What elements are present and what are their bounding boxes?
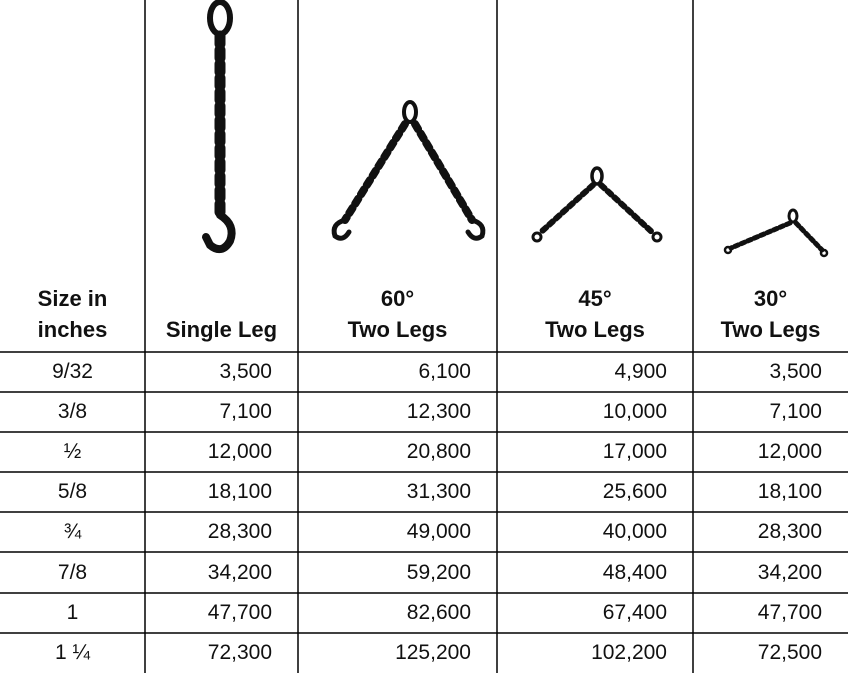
capacity-cell: 48,400 — [602, 560, 667, 584]
capacity-cell: 17,000 — [602, 440, 667, 464]
capacity-cell: 18,100 — [207, 480, 272, 504]
capacity-cell: 72,300 — [207, 640, 272, 664]
capacity-cell: 12,300 — [406, 400, 471, 424]
header-cell: Single Leg — [145, 314, 298, 345]
capacity-cell: 3,500 — [219, 360, 272, 383]
header-text: 45° — [578, 286, 612, 311]
header-text: 60° — [380, 286, 415, 311]
capacity-cell: 6,100 — [418, 360, 471, 383]
capacity-cell: 67,400 — [602, 600, 667, 624]
header-cell: 30° Two Legs — [693, 283, 848, 345]
capacity-cell: 47,700 — [757, 600, 822, 624]
chain-illustrations — [202, 0, 829, 258]
header-cell: 60° Two Legs — [298, 283, 497, 345]
header-text: inches — [37, 317, 108, 342]
capacity-cell: 49,000 — [406, 520, 471, 544]
capacity-cell: 28,300 — [757, 520, 822, 544]
capacity-cell: 72,500 — [757, 640, 822, 664]
size-cell: ½ — [63, 440, 82, 464]
capacity-cell: 125,200 — [395, 640, 471, 664]
capacity-cell: 12,000 — [207, 440, 272, 464]
capacity-cell: 4,900 — [614, 360, 667, 383]
capacity-cell: 34,200 — [757, 560, 822, 584]
capacity-cell: 12,000 — [757, 440, 822, 464]
header-cell: Size in inches — [0, 283, 145, 345]
header-text: 30° — [753, 286, 788, 311]
capacity-cell: 82,600 — [406, 600, 471, 624]
capacity-cell: 59,200 — [406, 560, 471, 584]
capacity-cell: 20,800 — [406, 440, 471, 464]
capacity-cell: 18,100 — [757, 480, 822, 504]
capacity-cell: 7,100 — [219, 400, 272, 424]
header-text: Two Legs — [347, 317, 448, 342]
capacity-cell: 34,200 — [207, 560, 272, 584]
capacity-cell: 7,100 — [769, 400, 822, 424]
capacity-cell: 3,500 — [769, 360, 822, 383]
capacity-cell: 47,700 — [207, 600, 272, 624]
header-text: Two Legs — [720, 317, 821, 342]
capacity-cell: 25,600 — [602, 480, 667, 504]
capacity-cell: 28,300 — [207, 520, 272, 544]
header-text: Two Legs — [545, 317, 645, 342]
size-cell: 3/8 — [57, 400, 88, 424]
capacity-cell: 10,000 — [602, 400, 667, 424]
size-cell: 5/8 — [57, 480, 88, 504]
header-cell: 45° Two Legs — [497, 283, 693, 345]
capacity-cell: 40,000 — [602, 520, 667, 544]
size-cell: 7/8 — [57, 560, 88, 584]
size-cell: 1 — [66, 600, 79, 624]
capacity-cell: 31,300 — [406, 480, 471, 504]
size-cell: 1 ¼ — [54, 640, 91, 664]
header-text: Size in — [37, 286, 108, 311]
capacity-cell: 102,200 — [591, 640, 667, 664]
size-cell: ¾ — [63, 520, 82, 544]
size-cell: 9/32 — [52, 360, 93, 383]
header-text: Single Leg — [165, 317, 278, 342]
